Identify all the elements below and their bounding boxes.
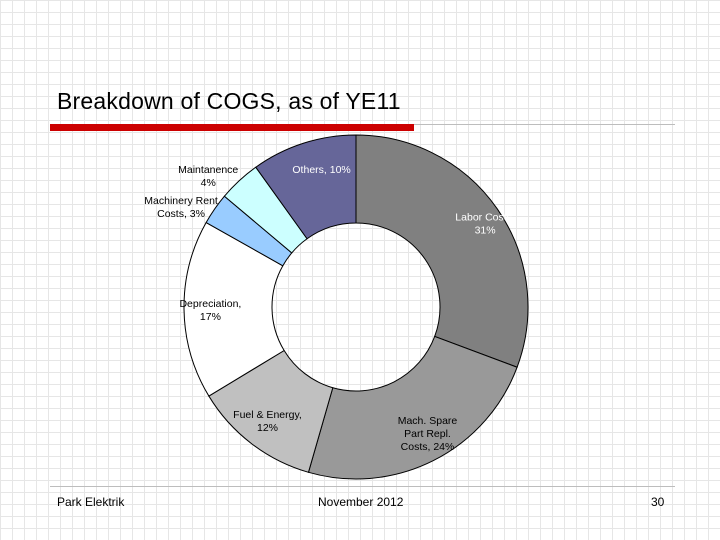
donut-slice-depreciation (183, 221, 285, 397)
slice-label-machinery-rent-costs: Machinery Rent Costs, 3% (144, 195, 218, 220)
donut-slice-labor-costs (355, 134, 529, 368)
slice-label-maintanence: Maintanence 4% (178, 164, 238, 189)
slide-title: Breakdown of COGS, as of YE11 (57, 88, 401, 114)
title-accent-bar (50, 124, 414, 131)
donut-slice-others (255, 134, 357, 240)
footer-date: November 2012 (318, 495, 404, 509)
footer-rule (50, 486, 675, 487)
footer-page-number: 30 (651, 495, 665, 509)
donut-slice-mach-spare-part-repl-costs (307, 335, 518, 480)
slice-label-others: Others, 10% (292, 164, 350, 176)
slice-label-fuel-energy: Fuel & Energy, 12% (233, 409, 302, 434)
slice-label-mach-spare-part-repl-costs: Mach. Spare Part Repl. Costs, 24% (398, 415, 458, 453)
slice-label-depreciation: Depreciation, 17% (179, 298, 241, 323)
footer-company-name: Park Elektrik (57, 495, 125, 509)
slice-label-labor-costs: Labor Costs, 31% (455, 212, 515, 237)
